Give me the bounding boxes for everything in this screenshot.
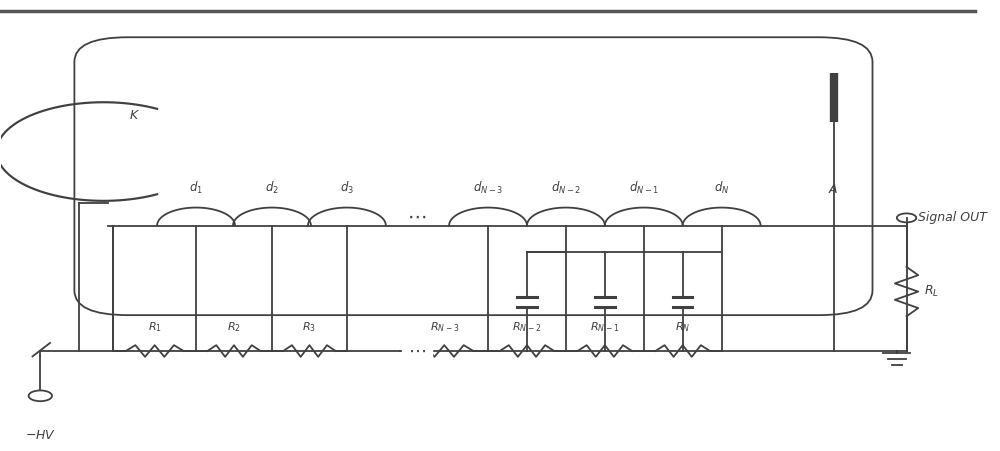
Text: $R_2$: $R_2$: [227, 320, 241, 334]
Text: $R_L$: $R_L$: [924, 284, 939, 299]
Text: $d_3$: $d_3$: [340, 180, 354, 196]
Text: $d_N$: $d_N$: [714, 180, 729, 196]
Text: Signal OUT: Signal OUT: [918, 212, 987, 225]
Text: $d_1$: $d_1$: [189, 180, 203, 196]
Text: $d_{N-1}$: $d_{N-1}$: [629, 180, 659, 196]
Text: $\cdots$: $\cdots$: [408, 341, 426, 359]
Text: $\cdots$: $\cdots$: [407, 207, 427, 226]
Text: $R_3$: $R_3$: [302, 320, 316, 334]
Text: $R_{N-1}$: $R_{N-1}$: [590, 320, 620, 334]
Text: $d_2$: $d_2$: [265, 180, 279, 196]
Text: $R_{N-3}$: $R_{N-3}$: [430, 320, 459, 334]
Text: $-HV$: $-HV$: [25, 429, 56, 442]
Text: $R_1$: $R_1$: [148, 320, 162, 334]
Text: $K$: $K$: [129, 110, 140, 122]
Text: $A$: $A$: [828, 184, 839, 196]
Text: $R_{N-2}$: $R_{N-2}$: [512, 320, 542, 334]
Text: $d_{N-2}$: $d_{N-2}$: [551, 180, 581, 196]
FancyBboxPatch shape: [74, 37, 872, 315]
Text: $d_{N-3}$: $d_{N-3}$: [473, 180, 503, 196]
Text: $R_N$: $R_N$: [675, 320, 690, 334]
